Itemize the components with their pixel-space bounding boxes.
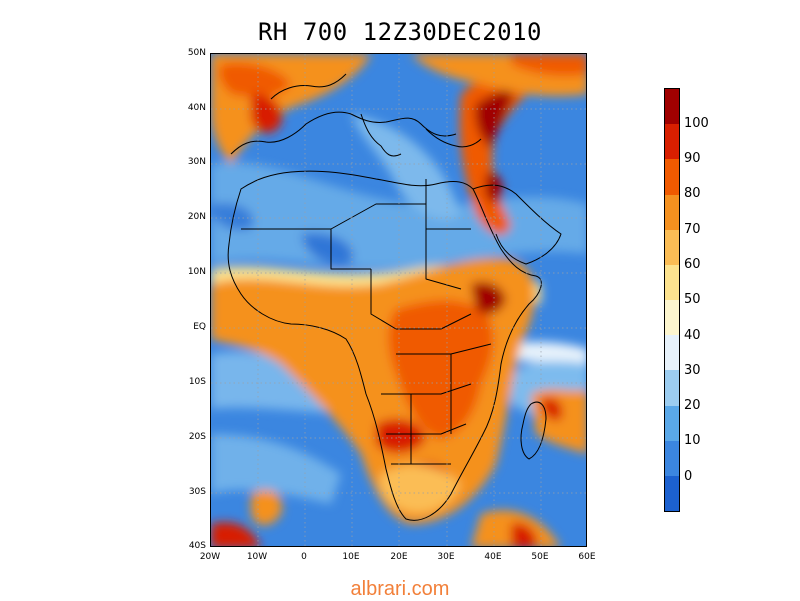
colorbar-segment (665, 475, 679, 512)
colorbar (664, 88, 680, 512)
colorbar-label-30: 30 (684, 363, 701, 378)
colorbar-segment (665, 229, 679, 265)
lat-label-20s: 20S (188, 432, 206, 442)
colorbar-label-80: 80 (684, 186, 701, 201)
colorbar-segment (665, 264, 679, 301)
colorbar-segment (665, 335, 679, 371)
lat-label-40s: 40S (188, 541, 206, 551)
lon-label-20e: 20E (390, 552, 408, 562)
watermark-text: albrari.com (350, 578, 450, 600)
lon-label-10e: 10E (342, 552, 360, 562)
colorbar-label-20: 20 (684, 398, 701, 413)
colorbar-segment (665, 300, 679, 336)
colorbar-segment (665, 89, 679, 125)
colorbar-segment (665, 159, 679, 195)
lat-label-10s: 10S (188, 377, 206, 387)
colorbar-segment (665, 124, 679, 160)
lon-label-20w: 20W (199, 552, 221, 562)
colorbar-label-90: 90 (684, 151, 701, 166)
lon-label-30e: 30E (437, 552, 455, 562)
colorbar-segment (665, 405, 679, 441)
lat-label-30n: 30N (187, 157, 206, 167)
lon-label-0: 0 (301, 552, 307, 562)
lon-label-50e: 50E (531, 552, 549, 562)
colorbar-label-50: 50 (684, 292, 701, 307)
lat-label-10n: 10N (187, 267, 206, 277)
colorbar-segment (665, 440, 679, 476)
lat-label-40n: 40N (187, 103, 206, 113)
rh-map (210, 53, 587, 547)
colorbar-segment (665, 194, 679, 230)
lat-label-30s: 30S (188, 487, 206, 497)
colorbar-label-10: 10 (684, 433, 701, 448)
colorbar-label-100: 100 (684, 116, 709, 131)
lon-label-60e: 60E (578, 552, 596, 562)
colorbar-segment (665, 370, 679, 406)
rh-field (211, 54, 586, 546)
lat-label-eq: EQ (193, 322, 206, 332)
colorbar-label-60: 60 (684, 257, 701, 272)
lat-label-50n: 50N (187, 48, 206, 58)
colorbar-label-70: 70 (684, 222, 701, 237)
lon-label-40e: 40E (484, 552, 502, 562)
lat-label-20n: 20N (187, 212, 206, 222)
colorbar-label-0: 0 (684, 469, 693, 484)
lon-label-10w: 10W (246, 552, 268, 562)
colorbar-label-40: 40 (684, 328, 701, 343)
map-title: RH 700 12Z30DEC2010 (257, 18, 543, 46)
